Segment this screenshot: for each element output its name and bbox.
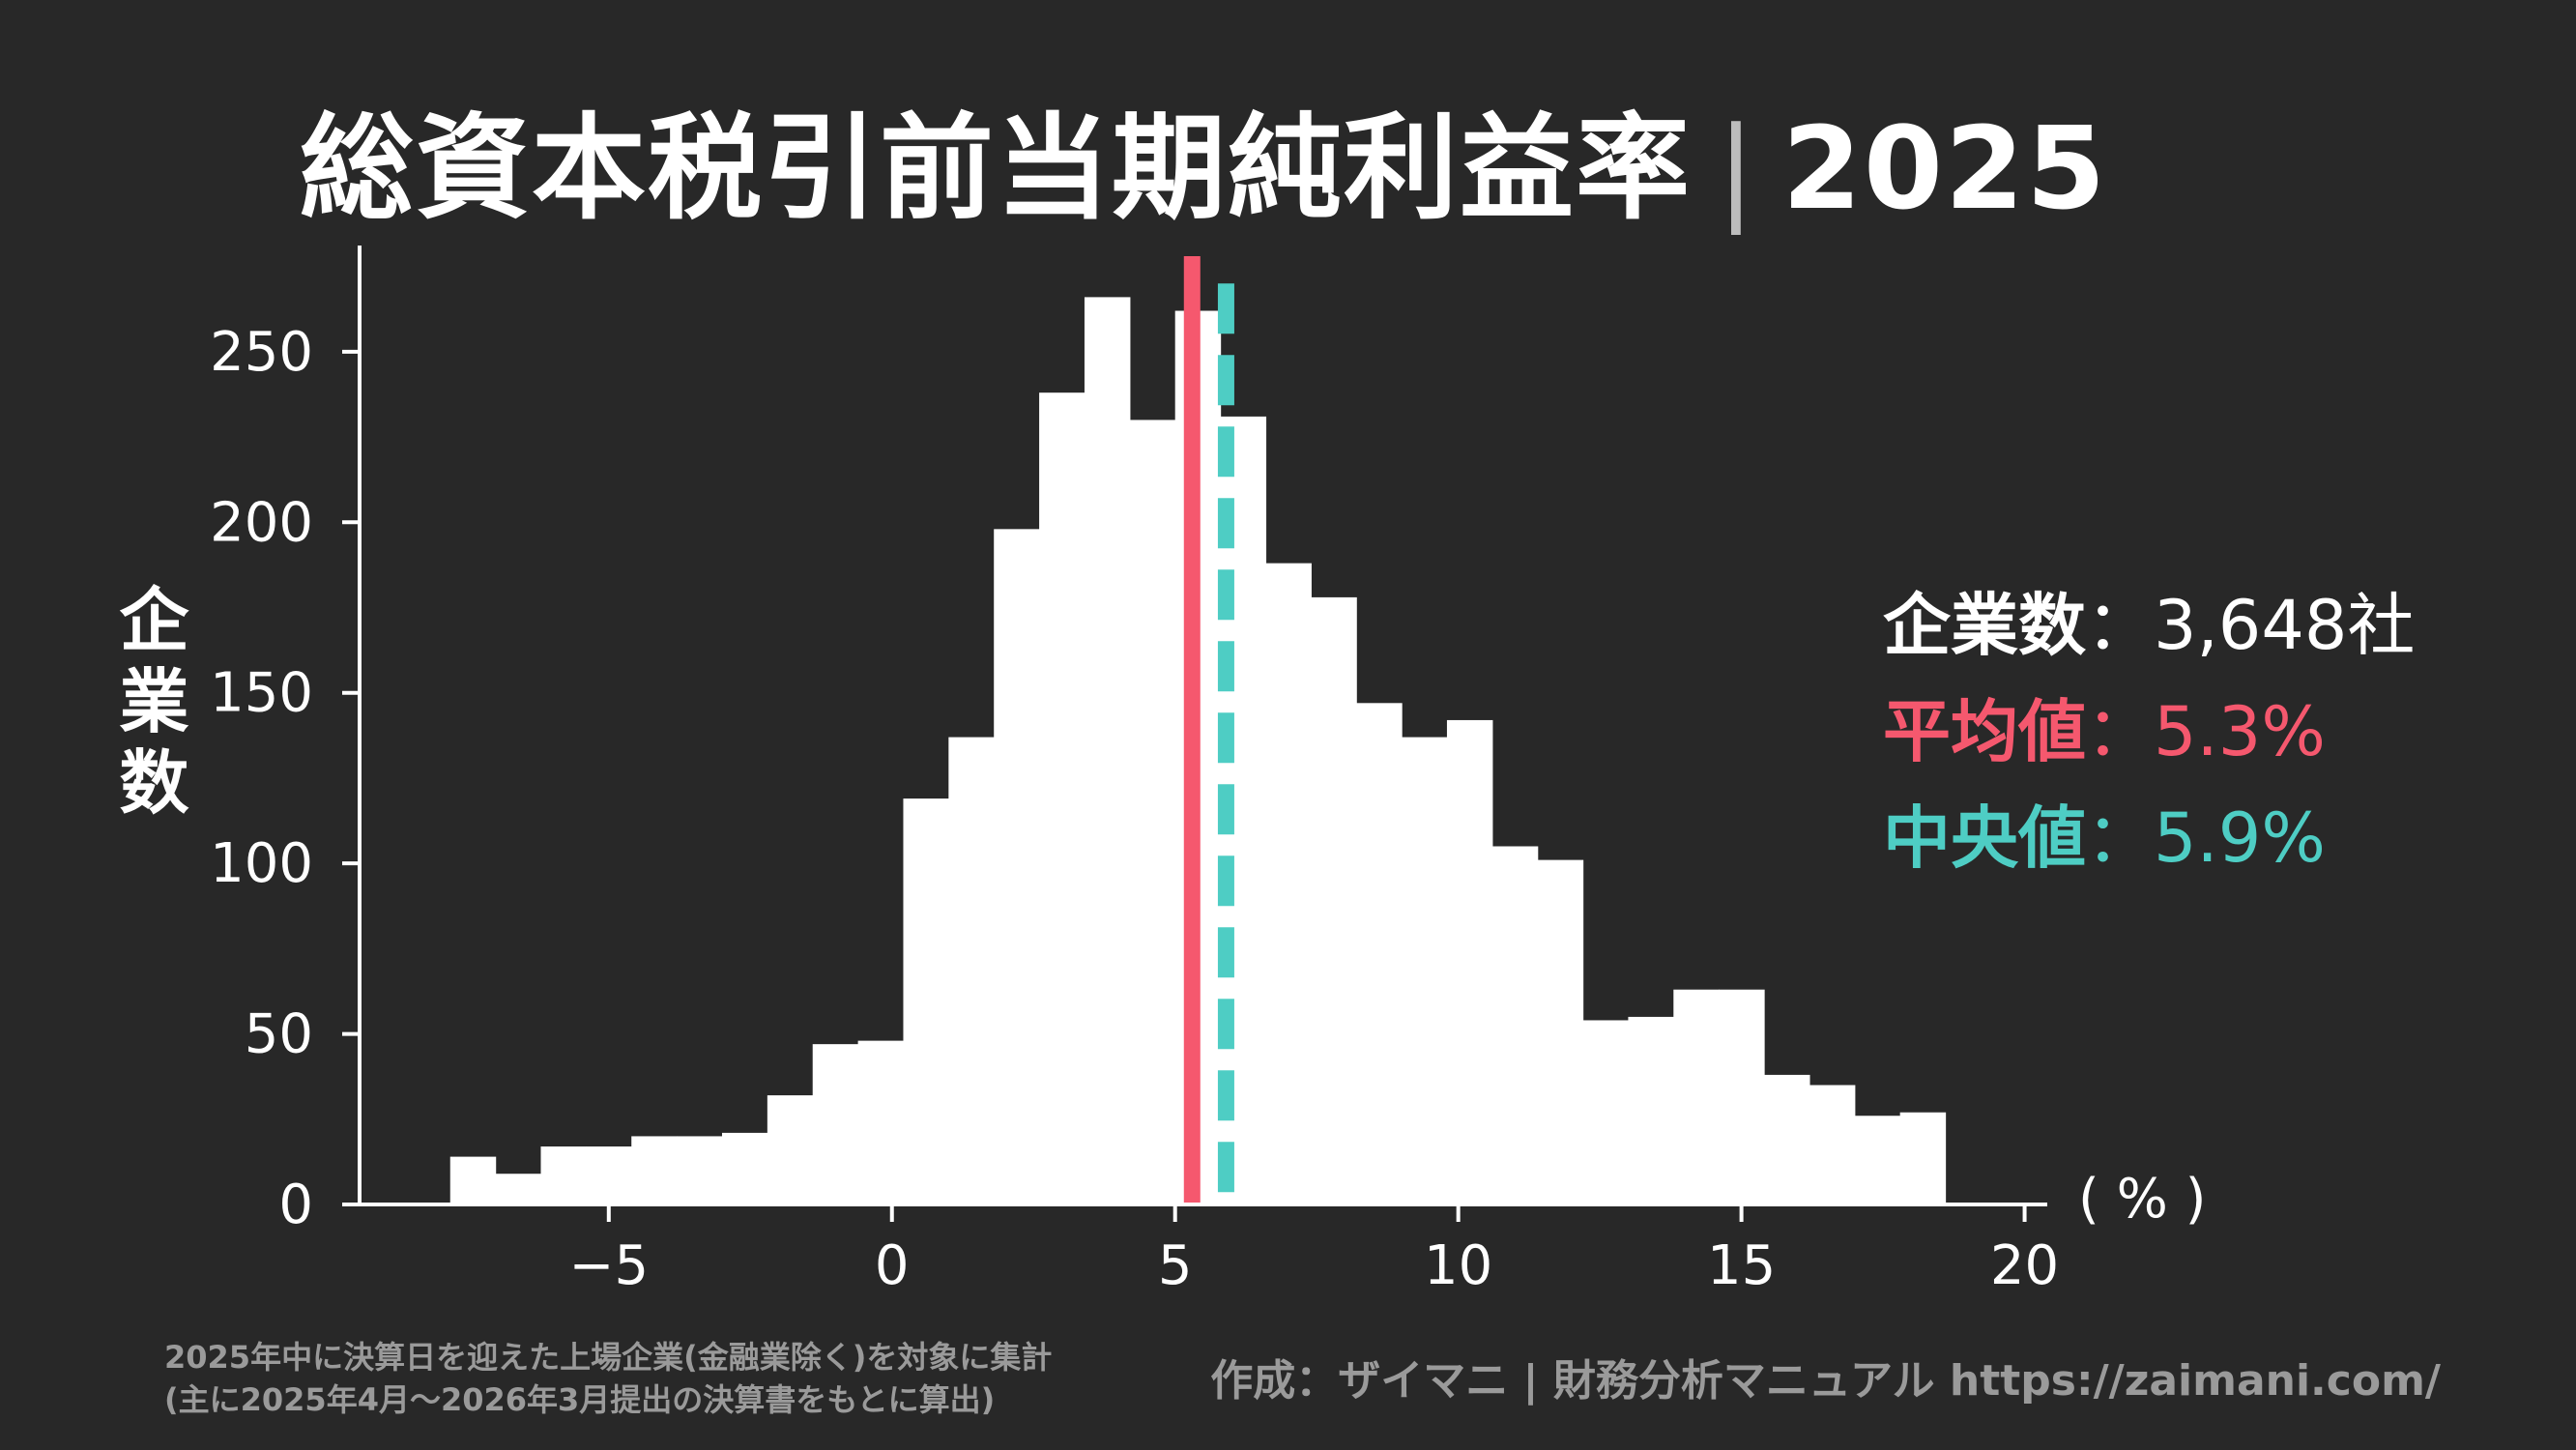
footnote-line-1: 2025年中に決算日を迎えた上場企業(金融業除く)を対象に集計 [164,1339,1053,1376]
stat-median-value: ：5.9% [2086,798,2326,878]
stat-company-count: 企業数：3,648社 [1883,572,2415,679]
histogram-bar [449,1156,497,1204]
histogram-bar [994,529,1040,1204]
histogram-bar [1129,420,1176,1204]
histogram-bar [948,737,995,1204]
histogram-bar [1628,1016,1674,1204]
histogram-bar [721,1132,768,1204]
stats-panel: 企業数：3,648社 平均値：5.3% 中央値：5.9% [1883,572,2415,891]
histogram-bar [903,798,949,1204]
stat-median: 中央値：5.9% [1883,785,2415,891]
histogram-bar [1854,1116,1901,1204]
stat-count-label: 企業数 [1883,586,2086,665]
histogram-bar [540,1146,587,1204]
histogram-bar [1039,392,1085,1204]
histogram-bar [1673,989,1720,1204]
histogram-bar [1311,596,1357,1204]
histogram-bar [767,1095,814,1204]
credit: 作成：ザイマニ | 財務分析マニュアル https://zaimani.com/ [1210,1356,2441,1406]
title-separator: | [1717,102,1757,235]
histogram-bar [1537,859,1584,1204]
y-tick-label: 0 [278,1174,313,1236]
histogram-bar [677,1136,723,1204]
histogram-bar [1764,1074,1810,1204]
histogram-bar [1402,737,1448,1204]
title-year: 2025 [1781,102,2108,235]
y-tick-label: 200 [210,491,313,554]
stat-mean-label: 平均値 [1883,692,2086,771]
x-tick-label: 5 [1158,1234,1193,1297]
footnote: 2025年中に決算日を迎えた上場企業(金融業除く)を対象に集計 (主に2025年… [164,1336,1052,1421]
y-tick-label: 100 [210,832,313,895]
x-axis-unit: ( % ) [2078,1168,2207,1231]
histogram-bar [1084,297,1131,1204]
histogram-bar [631,1136,678,1204]
histogram-bar [495,1174,542,1204]
x-tick-label: 0 [875,1234,910,1297]
histogram-bar [1719,989,1765,1204]
y-axis-label: 企業数 [119,580,189,824]
x-tick-label: −5 [569,1234,650,1297]
stat-median-label: 中央値 [1883,798,2086,878]
y-tick-label: 50 [245,1003,313,1066]
title-main: 総資本税引前当期純利益率 [300,102,1693,235]
histogram-bar [1356,703,1403,1204]
histogram-bar [812,1044,859,1204]
x-tick-label: 20 [1990,1234,2059,1297]
footnote-line-2: (主に2025年4月～2026年3月提出の決算書をもとに算出) [164,1381,996,1418]
stat-count-value: ：3,648社 [2086,586,2416,665]
histogram-bar [1899,1112,1947,1204]
y-tick-label: 150 [210,662,313,725]
x-tick-label: 10 [1424,1234,1492,1297]
y-tick-label: 250 [210,321,313,384]
histogram-bar [1491,846,1539,1204]
histogram-bar [1809,1085,1856,1204]
histogram-bar [586,1146,632,1204]
x-tick-label: 15 [1707,1234,1776,1297]
stat-mean-value: ：5.3% [2086,692,2326,771]
stat-mean: 平均値：5.3% [1883,679,2415,785]
histogram-bars [449,297,1947,1204]
chart-title: 総資本税引前当期純利益率 | 2025 [300,75,2107,241]
reference-lines [1183,256,1234,1204]
histogram-bar [857,1040,905,1204]
axes: 0 50 100 150 200 250 −5 0 5 10 15 20 [210,246,2059,1297]
histogram-bar [1265,563,1312,1204]
histogram-bar [1446,719,1493,1204]
histogram-bar [1582,1020,1630,1204]
